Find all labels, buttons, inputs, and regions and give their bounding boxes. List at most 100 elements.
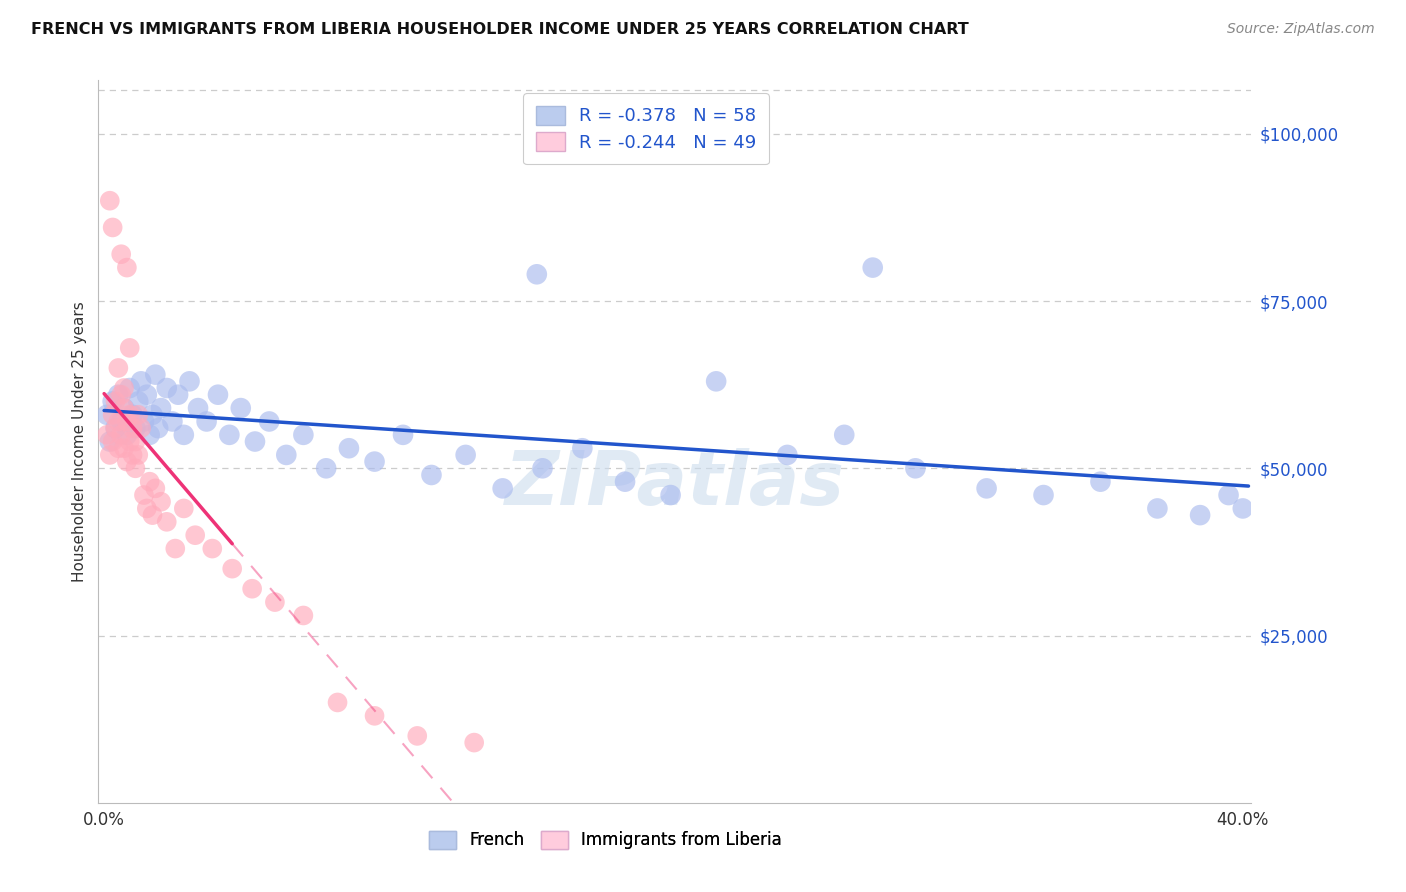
Point [150, 494, 173, 508]
Point [363, 708, 385, 723]
Point [156, 515, 179, 529]
Point [141, 508, 163, 523]
Point [454, 448, 477, 462]
Point [129, 421, 152, 435]
Point [406, 729, 429, 743]
Point [141, 408, 163, 422]
Point [420, 467, 443, 482]
Point [115, 454, 138, 469]
Point [832, 427, 855, 442]
Point [218, 427, 240, 442]
Point [135, 501, 157, 516]
Point [138, 427, 160, 442]
Point [179, 375, 201, 389]
Point [276, 448, 298, 462]
Point [363, 454, 385, 469]
Point [104, 394, 127, 409]
Point [1146, 501, 1168, 516]
Point [463, 735, 485, 749]
Point [240, 582, 263, 596]
Point [96, 408, 118, 422]
Point [127, 408, 149, 422]
Text: Source: ZipAtlas.com: Source: ZipAtlas.com [1227, 22, 1375, 37]
Point [1218, 488, 1240, 502]
Point [614, 475, 637, 489]
Point [118, 341, 141, 355]
Point [173, 501, 195, 516]
Point [107, 387, 129, 401]
Point [173, 427, 195, 442]
Point [862, 260, 884, 275]
Point [704, 375, 727, 389]
Point [184, 528, 207, 542]
Point [98, 194, 121, 208]
Point [101, 394, 124, 409]
Point [112, 441, 135, 455]
Point [101, 220, 124, 235]
Point [110, 427, 132, 442]
Point [135, 387, 157, 401]
Point [162, 414, 184, 428]
Point [659, 488, 682, 502]
Point [118, 434, 141, 449]
Point [187, 401, 209, 416]
Point [107, 441, 129, 455]
Point [101, 434, 124, 449]
Point [1232, 501, 1254, 516]
Point [243, 434, 266, 449]
Point [107, 361, 129, 376]
Point [129, 375, 152, 389]
Point [132, 488, 155, 502]
Point [571, 441, 593, 455]
Point [326, 696, 349, 710]
Point [264, 595, 287, 609]
Point [115, 260, 138, 275]
Y-axis label: Householder Income Under 25 years: Householder Income Under 25 years [72, 301, 87, 582]
Point [101, 408, 124, 422]
Point [132, 414, 155, 428]
Point [229, 401, 252, 416]
Text: ZIPatlas: ZIPatlas [505, 449, 845, 522]
Point [121, 421, 143, 435]
Point [201, 541, 224, 556]
Point [124, 421, 146, 435]
Point [315, 461, 337, 475]
Point [292, 608, 315, 623]
Point [121, 408, 143, 422]
Point [127, 448, 149, 462]
Point [98, 448, 121, 462]
Point [1090, 475, 1112, 489]
Point [526, 268, 548, 282]
Point [110, 414, 132, 428]
Point [531, 461, 554, 475]
Point [150, 401, 173, 416]
Point [976, 482, 998, 496]
Point [904, 461, 927, 475]
Point [337, 441, 360, 455]
Point [112, 401, 135, 416]
Point [1189, 508, 1212, 523]
Point [104, 421, 127, 435]
Point [121, 448, 143, 462]
Point [221, 562, 243, 576]
Point [143, 368, 166, 382]
Point [115, 414, 138, 428]
Point [98, 434, 121, 449]
Point [776, 448, 799, 462]
Point [124, 461, 146, 475]
Text: FRENCH VS IMMIGRANTS FROM LIBERIA HOUSEHOLDER INCOME UNDER 25 YEARS CORRELATION : FRENCH VS IMMIGRANTS FROM LIBERIA HOUSEH… [31, 22, 969, 37]
Point [165, 541, 187, 556]
Point [110, 387, 132, 401]
Point [107, 414, 129, 428]
Point [96, 427, 118, 442]
Point [138, 475, 160, 489]
Point [118, 381, 141, 395]
Point [110, 247, 132, 261]
Point [118, 408, 141, 422]
Point [195, 414, 218, 428]
Point [492, 482, 515, 496]
Point [392, 427, 415, 442]
Point [292, 427, 315, 442]
Point [115, 427, 138, 442]
Point [167, 387, 190, 401]
